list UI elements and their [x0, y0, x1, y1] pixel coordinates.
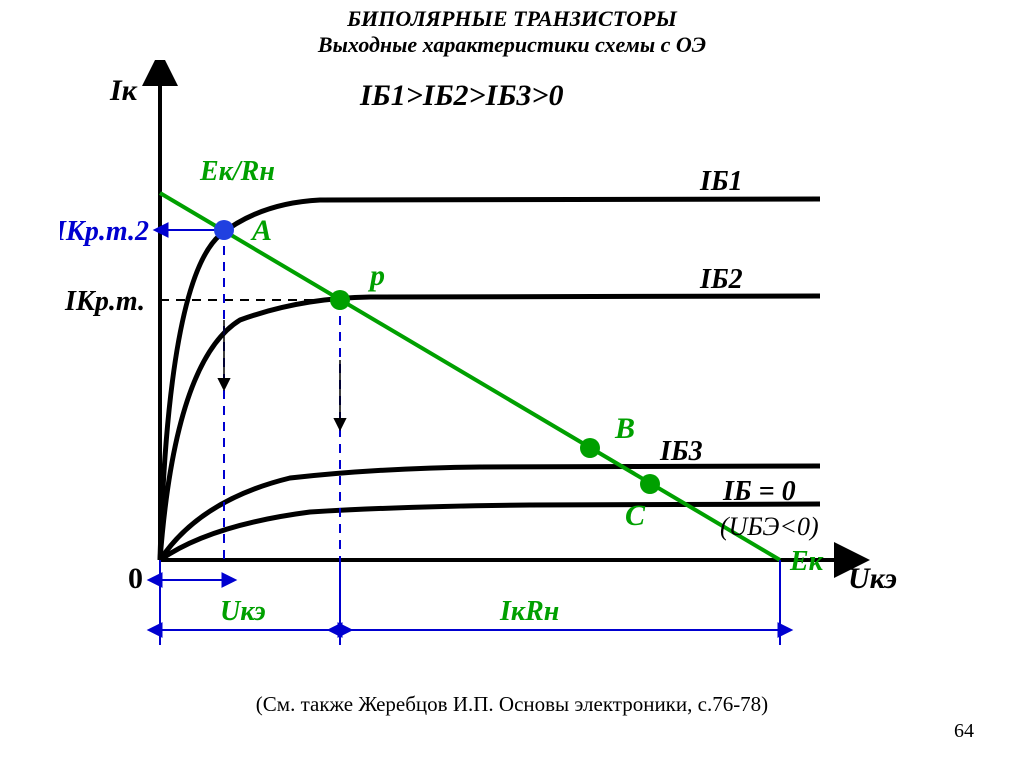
inequality-label: IБ1>IБ2>IБ3>0 [359, 79, 563, 112]
title-line-2: Выходные характеристики схемы с ОЭ [318, 32, 706, 57]
svg-text:IкRн: IкRн [499, 596, 559, 627]
svg-text:IБ1: IБ1 [699, 166, 743, 197]
ube-label: (UБЭ<0) [720, 512, 819, 541]
svg-text:IБ3: IБ3 [659, 436, 703, 467]
svg-text:Eк/Rн: Eк/Rн [199, 156, 275, 187]
svg-text:C: C [625, 499, 646, 532]
dimension-lines: Uкэ IкRн [160, 560, 780, 645]
footnote: (См. также Жеребцов И.П. Основы электрон… [0, 692, 1024, 717]
title-line-1: БИПОЛЯРНЫЕ ТРАНЗИСТОРЫ [347, 6, 677, 31]
svg-text:IКр.т.: IКр.т. [64, 286, 145, 317]
page-number: 64 [954, 720, 974, 743]
svg-text:Eк: Eк [789, 546, 824, 577]
svg-text:IКр.т.2: IКр.т.2 [60, 216, 149, 247]
operating-points: Ap B C [214, 214, 660, 532]
y-labels: IКр.т.2 IКр.т. [60, 216, 149, 317]
svg-text:IБ = 0: IБ = 0 [722, 476, 796, 507]
svg-text:p: p [367, 259, 385, 292]
output-characteristics-chart: Iк Uкэ 0 IБ1 IБ2 IБ3 IБ = 0 Eк/Rн Eк Ap B C IКр.… [60, 60, 960, 700]
svg-text:Uкэ: Uкэ [220, 596, 266, 627]
svg-text:Iк: Iк [109, 74, 138, 107]
svg-text:Uкэ: Uкэ [848, 562, 897, 595]
svg-text:A: A [250, 214, 272, 247]
svg-text:0: 0 [128, 562, 143, 595]
svg-text:IБ2: IБ2 [699, 264, 743, 295]
svg-text:B: B [614, 412, 635, 445]
